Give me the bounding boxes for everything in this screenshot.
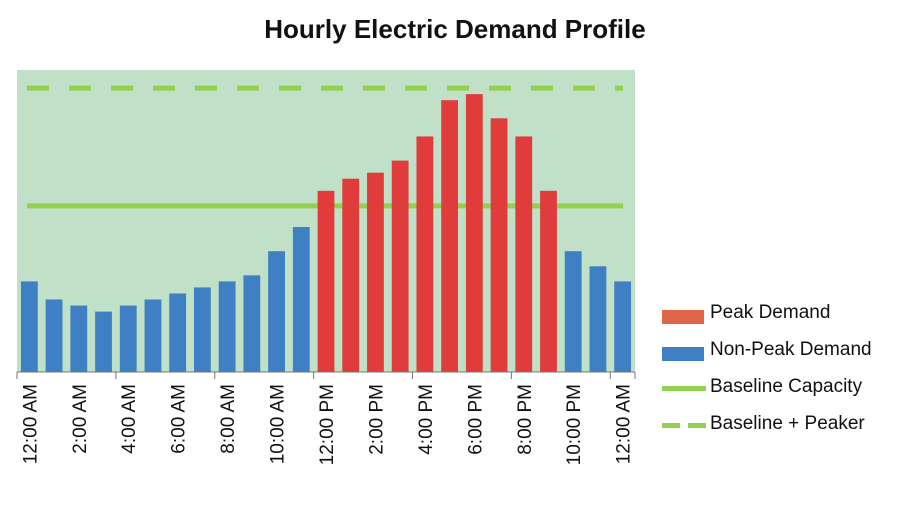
bar-non-peak — [119, 305, 137, 372]
x-tick-label: 12:00 PM — [317, 384, 338, 465]
bar-peak — [317, 190, 335, 372]
bar-peak — [490, 118, 508, 372]
bar-peak — [465, 94, 483, 372]
bar-non-peak — [95, 311, 112, 372]
legend-label-nonpeak: Non-Peak Demand — [710, 339, 872, 360]
legend: Peak Demand Non-Peak Demand Baseline Cap… — [660, 300, 910, 448]
x-tick-label: 8:00 PM — [515, 384, 536, 455]
bar-non-peak — [292, 227, 310, 372]
x-tick-label: 12:00 AM — [614, 384, 635, 464]
x-tick-label: 10:00 AM — [268, 384, 289, 464]
x-tick-label: 2:00 AM — [70, 384, 91, 454]
legend-item-peaker: Baseline + Peaker — [660, 411, 910, 448]
x-tick-label: 10:00 PM — [564, 384, 585, 465]
bar-non-peak — [268, 251, 285, 372]
legend-item-peak: Peak Demand — [660, 300, 910, 337]
legend-label-baseline: Baseline Capacity — [710, 376, 863, 397]
legend-item-baseline: Baseline Capacity — [660, 374, 910, 411]
bar-non-peak — [20, 281, 38, 372]
x-tick-label: 2:00 PM — [366, 384, 387, 455]
x-tick-label: 6:00 AM — [169, 384, 190, 454]
bars — [20, 94, 632, 372]
bar-non-peak — [169, 293, 187, 372]
legend-swatch-peaker — [662, 423, 706, 428]
chart-title: Hourly Electric Demand Profile — [264, 14, 646, 44]
legend-swatch-baseline — [662, 386, 706, 391]
x-tick-label: 12:00 AM — [20, 384, 41, 464]
legend-swatch-peak — [662, 310, 704, 324]
x-tick-label: 6:00 PM — [465, 384, 486, 455]
x-tick-label: 8:00 AM — [218, 384, 239, 454]
bar-non-peak — [45, 299, 63, 372]
bar-peak — [515, 136, 533, 372]
bar-peak — [540, 190, 557, 372]
legend-label-peak: Peak Demand — [710, 302, 831, 323]
bar-peak — [416, 136, 434, 372]
bar-non-peak — [614, 281, 632, 372]
bar-non-peak — [70, 305, 88, 372]
bar-non-peak — [589, 266, 607, 372]
bar-non-peak — [243, 275, 261, 372]
bar-non-peak — [564, 251, 582, 372]
bar-non-peak — [218, 281, 236, 372]
x-tick-label: 4:00 AM — [119, 384, 140, 454]
legend-item-nonpeak: Non-Peak Demand — [660, 337, 910, 374]
bar-non-peak — [144, 299, 162, 372]
legend-label-peaker: Baseline + Peaker — [710, 413, 865, 434]
x-axis: 12:00 AM 2:00 AM 4:00 AM 6:00 AM 8:00 AM 10:0… — [16, 371, 636, 465]
bar-non-peak — [193, 287, 211, 372]
bar-peak — [441, 100, 459, 372]
legend-swatch-nonpeak — [662, 347, 704, 361]
bar-peak — [342, 178, 360, 372]
x-tick-label: 4:00 PM — [416, 384, 437, 455]
bar-peak — [367, 172, 384, 372]
bar-peak — [391, 160, 409, 372]
